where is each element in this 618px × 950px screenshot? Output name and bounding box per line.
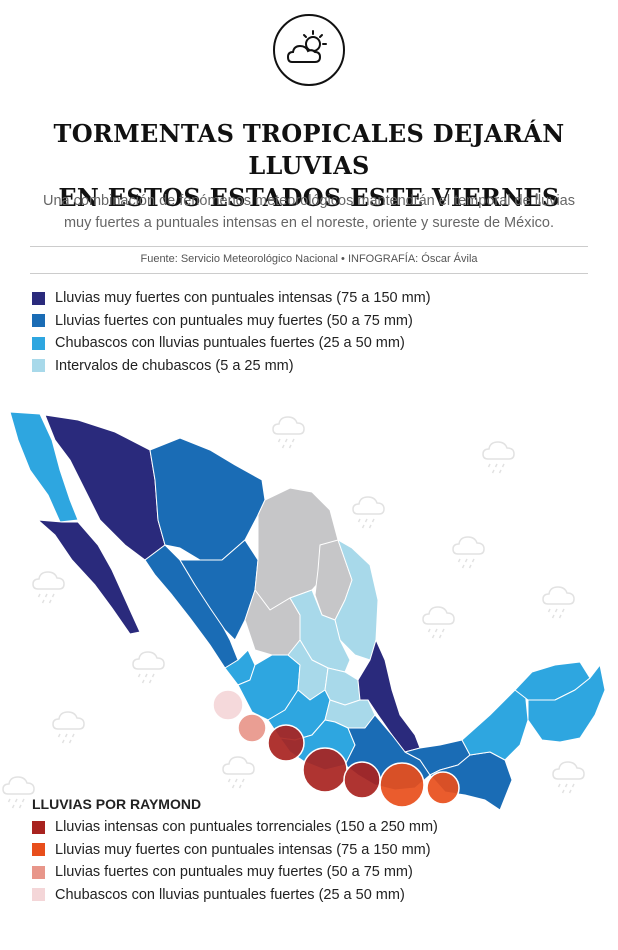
legend-swatch [32,336,45,350]
storm-cloud-icon [132,651,165,684]
legend-item-very-heavy: Lluvias muy fuertes con puntuales intens… [32,287,431,310]
storm-cloud-icon [452,536,485,569]
state-chiapas [429,751,513,811]
title-line-2: EN ESTOS ESTADOS ESTE VIERNES [58,183,560,212]
storm-cloud-icon [32,571,65,604]
state-san-luis-potosi [289,589,351,673]
raymond-circle-intensas-2 [302,747,348,793]
legend-swatch [32,820,45,834]
legend-swatch [32,314,45,328]
storm-cloud-icon [222,756,255,789]
raymond-circles-layer [212,689,460,808]
legend-swatch [32,291,45,305]
state-chihuahua [149,437,266,561]
legend-label: Lluvias intensas con puntuales torrencia… [55,819,438,836]
storm-cloud-icon [52,711,85,744]
divider-bottom [30,273,588,274]
raymond-circle-intensas-3 [343,761,381,799]
source-credit: Fuente: Servicio Meteorológico Nacional … [140,253,478,265]
legend-item-heavy: Lluvias fuertes con puntuales muy fuerte… [32,310,431,333]
raymond-circle-chubascos [212,689,244,721]
raymond-legend-item-chubascos: Chubascos con lluvias puntuales fuertes … [32,884,438,907]
legend-label: Chubascos con lluvias puntuales fuertes … [55,335,405,352]
title-line-1: TORMENTAS TROPICALES DEJARÁN LLUVIAS [53,119,565,180]
state-quintana-roo [527,664,606,743]
legend-swatch [32,888,45,902]
storm-cloud-icon [422,606,455,639]
legend-swatch [32,865,45,879]
legend-item-showers: Chubascos con lluvias puntuales fuertes … [32,332,431,355]
legend-label: Lluvias fuertes con puntuales muy fuerte… [55,312,413,329]
legend-swatch [32,359,45,373]
storm-icons-layer [2,416,585,809]
raymond-legend-item-muy-fuertes: Lluvias muy fuertes con puntuales intens… [32,839,438,862]
raymond-legend-title: LLUVIAS POR RAYMOND [32,796,202,812]
legend-item-intervals: Intervalos de chubascos (5 a 25 mm) [32,355,431,378]
legend-label: Chubascos con lluvias puntuales fuertes … [55,886,405,903]
raymond-circle-fuertes [237,713,267,743]
storm-cloud-icon [352,496,385,529]
raymond-circle-muy-fuertes-2 [426,771,460,805]
mexico-states [9,411,606,811]
storm-cloud-icon [552,761,585,794]
subtitle-line-2: muy fuertes a puntuales intensas en el n… [63,215,555,231]
raymond-legend-item-fuertes: Lluvias fuertes con puntuales muy fuerte… [32,861,438,884]
state-campeche [461,689,529,761]
divider-top [30,246,588,247]
legend-label: Lluvias muy fuertes con puntuales intens… [55,290,431,307]
storm-cloud-icon [542,586,575,619]
storm-cloud-icon [482,441,515,474]
state-tamaulipas [334,539,379,661]
storm-cloud-icon [272,416,305,449]
raymond-circle-muy-fuertes-1 [379,762,425,808]
subtitle: Una combinación de fenómenos meteorológi… [40,190,578,234]
storm-cloud-icon [2,776,35,809]
sun-behind-cloud-icon [273,14,345,86]
raymond-legend-item-torrenciales: Lluvias intensas con puntuales torrencia… [32,816,438,839]
raymond-legend: Lluvias intensas con puntuales torrencia… [32,816,438,906]
legend-label: Lluvias muy fuertes con puntuales intens… [55,841,431,858]
raymond-circle-intensas-1 [267,724,305,762]
state-baja-california [9,411,79,523]
legend-swatch [32,843,45,857]
legend-label: Lluvias fuertes con puntuales muy fuerte… [55,864,413,881]
page-title: TORMENTAS TROPICALES DEJARÁN LLUVIAS EN … [0,118,618,214]
subtitle-line-1: Una combinación de fenómenos meteorológi… [43,193,575,209]
state-baja-california-sur [37,519,141,635]
rain-legend: Lluvias muy fuertes con puntuales intens… [32,287,431,377]
legend-label: Intervalos de chubascos (5 a 25 mm) [55,357,294,374]
